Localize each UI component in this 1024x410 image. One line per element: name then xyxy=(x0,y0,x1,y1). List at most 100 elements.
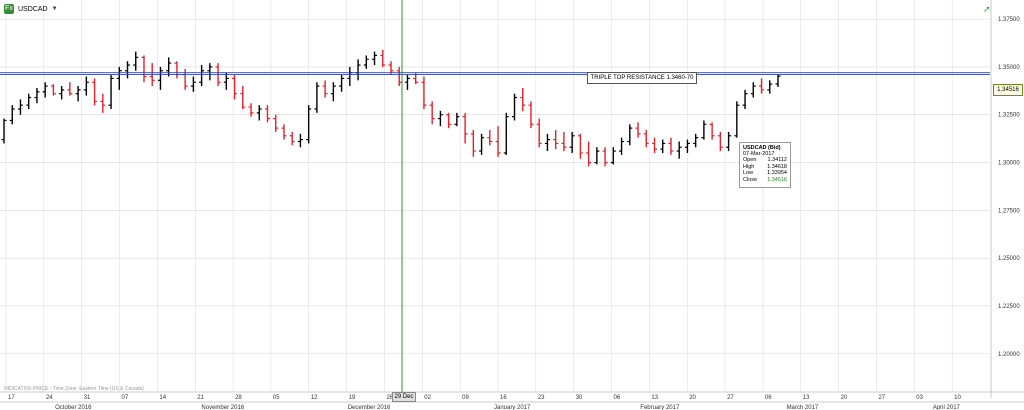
ohlc-bar xyxy=(9,105,15,125)
y-tick-label: 1.32500 xyxy=(998,113,1020,119)
x-tick-label: 31 xyxy=(84,395,91,401)
ohlc-bar xyxy=(75,86,81,102)
tooltip-open-label: Open xyxy=(743,157,757,163)
ohlc-bar xyxy=(34,87,40,104)
x-tick-label: 03 xyxy=(916,395,923,401)
tooltip-title: USDCAD (Bid) xyxy=(743,145,781,151)
ohlc-bar xyxy=(347,66,353,87)
x-tick-label: 12 xyxy=(311,395,318,401)
ohlc-bar xyxy=(174,61,180,79)
x-tick-label: 24 xyxy=(46,395,53,401)
ohlc-bar xyxy=(100,93,106,113)
ohlc-bar xyxy=(355,59,361,81)
x-tick-label: 26 xyxy=(386,395,393,401)
ohlc-bar xyxy=(339,74,345,92)
ohlc-bar xyxy=(314,82,320,113)
ohlc-bar xyxy=(297,133,303,148)
ohlc-bar xyxy=(734,101,740,138)
tooltip-close-label: Close xyxy=(743,176,758,183)
ohlc-bar xyxy=(125,61,131,79)
x-tick-label: 05 xyxy=(273,395,280,401)
tooltip-high-label: High xyxy=(743,163,755,170)
y-tick-label: 1.27500 xyxy=(998,208,1020,214)
ohlc-bar xyxy=(619,137,625,155)
month-label: March 2017 xyxy=(787,405,819,410)
ohlc-bar xyxy=(289,131,295,146)
x-tick-label: 10 xyxy=(954,395,961,401)
ohlc-bar xyxy=(141,55,147,83)
x-tick-label: 23 xyxy=(538,395,545,401)
ohlc-bar xyxy=(207,63,213,81)
ohlc-bar xyxy=(108,74,114,109)
month-label: October 2016 xyxy=(55,405,92,410)
ohlc-bar xyxy=(684,139,690,153)
ohlc-bar xyxy=(520,87,526,111)
resistance-annotation[interactable]: TRIPLE TOP RESISTANCE 1.3460-70 xyxy=(587,72,697,84)
ohlc-bar xyxy=(544,133,550,152)
ohlc-bar xyxy=(643,130,649,148)
ohlc-bar xyxy=(396,66,402,87)
tooltip-date: 07-Mar-2017 xyxy=(743,151,775,157)
x-tick-label: 30 xyxy=(576,395,583,401)
ohlc-bar xyxy=(569,131,575,153)
tooltip-low-label: Low xyxy=(743,170,754,176)
ohlc-bar xyxy=(157,66,163,90)
ohlc-bar xyxy=(553,130,559,150)
ohlc-bar xyxy=(651,137,657,153)
ohlc-bar xyxy=(404,74,410,90)
ohlc-bar xyxy=(635,122,641,138)
y-tick-label: 1.35000 xyxy=(998,65,1020,71)
cursor-date-label: 29 Dec xyxy=(392,392,416,402)
x-axis: 17 24 31 07 14 21 28 05 12 19 26 02 09 16 23 30 06 13 20 27… xyxy=(0,391,1024,410)
ohlc-bar xyxy=(372,51,378,66)
ohlc-bar xyxy=(503,112,509,155)
ohlc-bar xyxy=(281,124,287,140)
ohlc-bar xyxy=(256,105,262,121)
ohlc-bar xyxy=(775,74,781,88)
ohlc-bar xyxy=(330,82,336,102)
month-label: December 2016 xyxy=(348,405,391,410)
x-tick-label: 06 xyxy=(614,395,621,401)
fx-logo-icon: Fx xyxy=(4,4,14,14)
month-label: February 2017 xyxy=(640,405,680,410)
x-tick-label: 19 xyxy=(349,395,356,401)
x-tick-label: 28 xyxy=(235,395,242,401)
ohlc-bars xyxy=(1,49,781,167)
ohlc-bar xyxy=(495,126,501,157)
ohlc-bar xyxy=(248,103,254,117)
ohlc-bar xyxy=(240,86,246,109)
ohlc-bar xyxy=(446,112,452,129)
ohlc-bar xyxy=(759,78,765,94)
x-tick-label: 21 xyxy=(197,395,204,401)
ohlc-bar xyxy=(182,68,188,90)
ohlc-bar xyxy=(166,57,172,77)
ohlc-bar xyxy=(676,141,682,159)
ohlc-bar xyxy=(487,130,493,146)
ohlc-bar xyxy=(561,131,567,152)
ohlc-bar xyxy=(363,55,369,69)
symbol-selector[interactable]: USDCAD xyxy=(18,5,48,13)
ohlc-bar xyxy=(92,78,98,106)
ohlc-bar xyxy=(223,72,229,90)
x-tick-label: 17 xyxy=(8,395,15,401)
ohlc-bar xyxy=(306,105,312,144)
ohlc-bar xyxy=(199,65,205,87)
chart-header: Fx USDCAD ▼ xyxy=(0,0,58,18)
draw-tool-icon[interactable]: ➚ xyxy=(983,4,991,14)
ohlc-bar xyxy=(528,101,534,129)
ohlc-bar xyxy=(594,147,600,165)
ohlc-bar xyxy=(693,133,699,148)
y-tick-label: 1.22500 xyxy=(998,304,1020,310)
y-tick-label: 1.30000 xyxy=(998,161,1020,167)
ohlc-bar xyxy=(717,131,723,152)
ohlc-bar xyxy=(17,99,23,115)
ohlc-bar xyxy=(1,118,7,144)
ohlc-bar xyxy=(116,66,122,90)
x-tick-label: 13 xyxy=(651,395,658,401)
chevron-down-icon[interactable]: ▼ xyxy=(51,6,58,12)
ohlc-bar xyxy=(709,122,715,140)
x-tick-label: 20 xyxy=(841,395,848,401)
ohlc-bar xyxy=(767,80,773,94)
ohlc-bar xyxy=(133,51,139,71)
